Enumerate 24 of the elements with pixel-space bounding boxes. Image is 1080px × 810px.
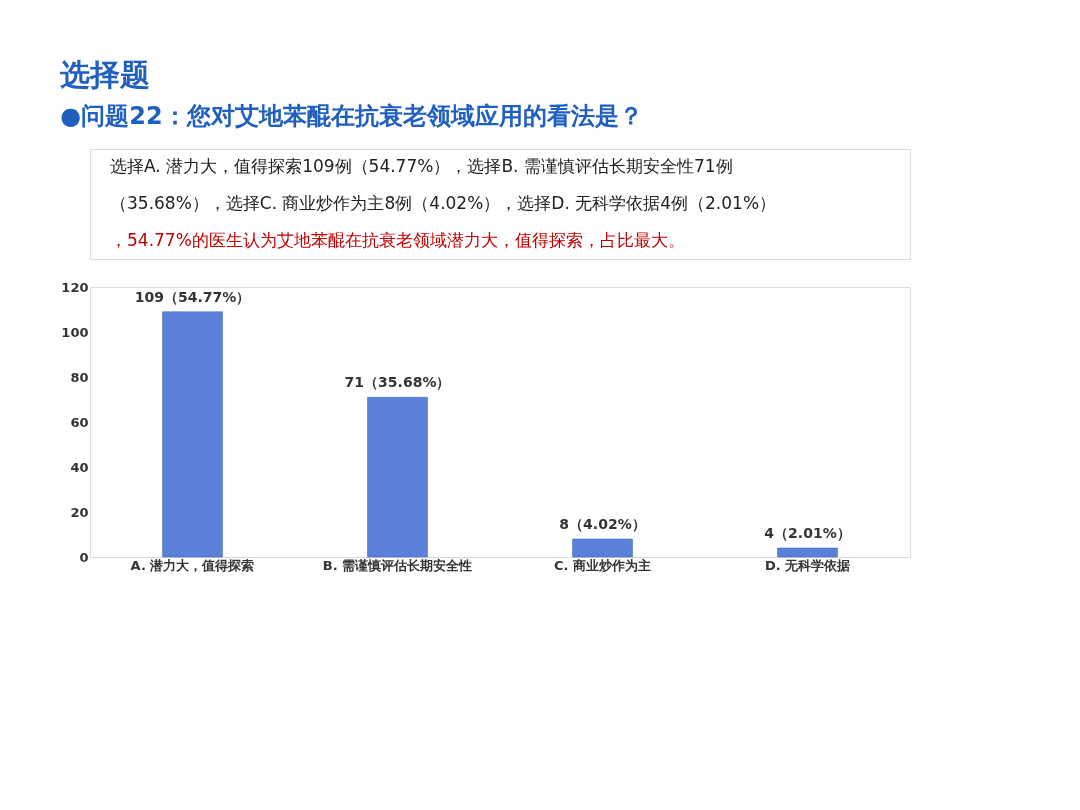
y-tick-label: 40 [70, 459, 89, 475]
y-tick-label: 60 [70, 414, 89, 430]
y-tick-label: 100 [61, 324, 89, 340]
text: 选择A. 潜力大，值得探索109例（54.77%），选择B. 需谨慎评估长期安全性71例 [110, 156, 733, 177]
y-tick-label: 120 [61, 279, 89, 295]
bar [777, 547, 838, 558]
chart-title: 选择题 [59, 56, 151, 92]
data-label: 71（35.68%） [344, 374, 451, 391]
data-label: 8（4.02%） [559, 516, 646, 532]
x-tick-label: C. 商业炒作为主 [553, 557, 652, 573]
bar [572, 538, 633, 558]
chart-subtitle: ●问题22：您对艾地苯醌在抗衰老领域应用的看法是？ [60, 101, 643, 130]
x-tick-label: D. 无科学依据 [764, 557, 851, 573]
bar [162, 311, 223, 558]
y-tick-label: 80 [70, 369, 89, 385]
y-tick-label: 20 [70, 504, 89, 520]
x-tick-label: B. 需谨慎评估长期安全性 [322, 557, 473, 573]
data-label: 4（2.01%） [764, 525, 851, 541]
text: （35.68%），选择C. 商业炒作为主8例（4.02%），选择D. 无科学依据4例（2.01%） [110, 193, 777, 213]
y-tick-label: 0 [79, 549, 89, 565]
bar [367, 397, 428, 558]
data-label: 109（54.77%） [134, 288, 251, 305]
x-tick-label: A. 潜力大，值得探索 [130, 557, 255, 573]
text: ，54.77%的医生认为艾地苯醌在抗衰老领域潜力大，值得探索，占比最大。 [110, 229, 685, 250]
